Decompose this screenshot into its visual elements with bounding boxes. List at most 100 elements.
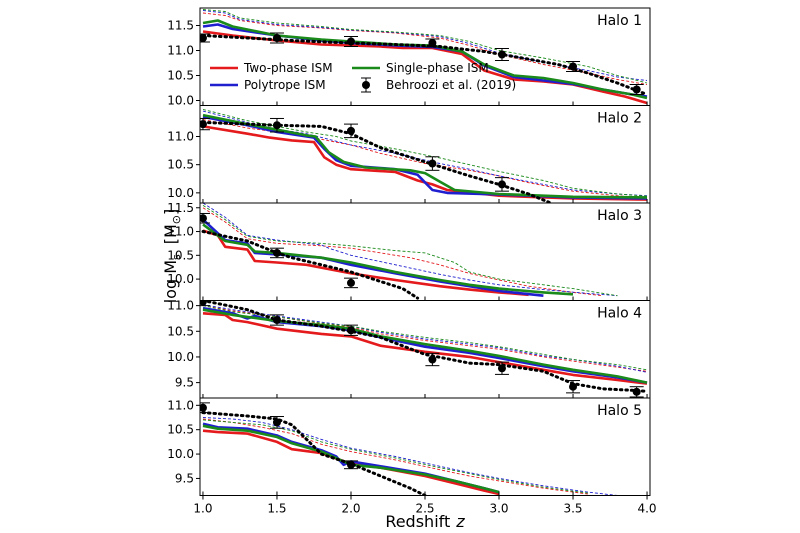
x-axis-ticks: 1.0 1.5 2.0 2.5 3.0 3.5 4.0 (193, 495, 657, 516)
single-phase-line (202, 113, 648, 199)
two-phase-line (202, 125, 648, 201)
legend-label: Two-phase ISM (243, 61, 333, 75)
legend-item: Single-phase ISM (352, 61, 489, 75)
x-tick-label: 3.5 (563, 502, 582, 516)
y-axis-label-subscript: s (170, 254, 183, 260)
panel-title: Halo 4 (597, 306, 642, 322)
panel-plot-area (200, 108, 648, 203)
single-phase-thin-line (202, 419, 588, 494)
x-tick-label: 1.0 (193, 502, 212, 516)
two-phase-line (202, 229, 529, 297)
y-tick-label: 10.5 (167, 423, 194, 437)
behroozi-point (569, 382, 578, 391)
behroozi-point (346, 126, 355, 135)
panel-title: Halo 5 (597, 403, 642, 419)
y-axis-label-text: log M (161, 260, 180, 303)
panel-5: 9.5 10.0 10.5 11.0 Halo 5 (167, 397, 651, 496)
y-tick-label: 10.0 (167, 447, 194, 461)
single-phase-line (202, 19, 648, 100)
y-tick-label: 10.5 (167, 324, 194, 338)
y-tick-label: 9.5 (175, 376, 194, 390)
single-phase-thin-line (202, 108, 648, 197)
single-phase-thin-line (202, 205, 618, 297)
panel-3: 10.0 10.5 11.0 11.5 Halo 3 (167, 201, 651, 301)
behroozi-point (200, 214, 207, 223)
x-tick-label: 2.5 (415, 502, 434, 516)
y-tick-label: 11.0 (167, 225, 194, 239)
behroozi-point (272, 418, 281, 427)
x-axis-label-variable: z (455, 512, 465, 531)
panel-frame (199, 397, 651, 496)
y-tick-label: 10.0 (167, 272, 194, 286)
panel-1: 10.0 10.5 11.0 11.5 Halo 1 (167, 7, 651, 108)
behroozi-point (272, 34, 281, 42)
y-axis-label-unit-subscript: ⊙ (170, 215, 183, 224)
y-tick-label: 11.0 (167, 299, 194, 313)
polytrope-thin-line (202, 10, 648, 81)
panel-plot-area (200, 300, 649, 398)
behroozi-point (569, 62, 578, 71)
behroozi-point (200, 34, 207, 42)
behroozi-point (200, 120, 207, 129)
behroozi-point (272, 316, 281, 324)
legend-label: Single-phase ISM (386, 61, 489, 75)
x-tick-label: 2.0 (341, 502, 360, 516)
y-tick-label: 10.5 (167, 158, 194, 172)
y-tick-label: 10.5 (167, 69, 194, 83)
panel-plot-area (200, 402, 618, 496)
panel-plot-area (200, 203, 618, 300)
y-axis-label-unit: [M (161, 224, 180, 244)
behroozi-point (632, 387, 641, 396)
behroozi-point (428, 159, 437, 168)
y-tick-label: 11.0 (167, 44, 194, 58)
y-tick-label: 11.5 (167, 201, 194, 215)
legend-item: Polytrope ISM (210, 78, 326, 92)
x-axis-label: Redshift z (385, 512, 465, 531)
y-tick-label: 11.0 (167, 398, 194, 412)
panel-2: 10.0 10.5 11.0 Halo 2 (167, 105, 651, 204)
y-tick-label: 10.5 (167, 248, 194, 262)
behroozi-point (497, 50, 506, 59)
behroozi-point (632, 85, 641, 94)
behroozi-point (272, 121, 281, 130)
y-tick-label: 11.0 (167, 129, 194, 143)
y-axis-label: log Ms [M⊙] (161, 209, 183, 304)
two-phase-thin-line (202, 207, 603, 297)
two-phase-line (202, 312, 648, 385)
behroozi-point (346, 460, 355, 469)
behroozi-line-line (201, 411, 427, 496)
behroozi-line-line (201, 34, 649, 96)
y-tick-label: 10.0 (167, 94, 194, 108)
x-tick-label: 3.0 (489, 502, 508, 516)
x-tick-label: 1.5 (267, 502, 286, 516)
panel-4: 9.5 10.0 10.5 11.0 Halo 4 (167, 299, 651, 399)
panel-plot-area (200, 9, 649, 105)
y-axis-label-unit-close: ] (161, 209, 180, 215)
y-tick-label: 11.5 (167, 19, 194, 33)
single-phase-line (202, 308, 648, 384)
legend-label: Polytrope ISM (244, 78, 326, 92)
legend-marker (362, 81, 370, 89)
panel-title: Halo 2 (597, 111, 642, 127)
behroozi-point (346, 278, 355, 287)
single-phase-thin-line (202, 9, 648, 84)
behroozi-line-line (201, 120, 553, 203)
y-tick-label: 10.0 (167, 186, 194, 200)
legend: Two-phase ISM Single-phase ISM Polytrope I… (210, 61, 516, 93)
panel-title: Halo 1 (597, 13, 642, 29)
panels-group: 10.0 10.5 11.0 11.5 Halo 1 10.0 10.5 11.0 Halo 2… (167, 7, 651, 496)
two-phase-thin-line (202, 418, 588, 495)
legend-item: Behroozi et al. (2019) (361, 77, 516, 93)
behroozi-line-line (201, 230, 420, 300)
behroozi-point (272, 248, 281, 257)
legend-item: Two-phase ISM (210, 61, 333, 75)
y-tick-label: 9.5 (175, 471, 194, 485)
polytrope-line (202, 115, 648, 200)
behroozi-point (497, 180, 506, 189)
panel-title: Halo 3 (597, 208, 642, 224)
behroozi-point (346, 37, 355, 46)
panel-frame (199, 105, 651, 204)
polytrope-thin-line (202, 417, 618, 496)
legend-label: Behroozi et al. (2019) (386, 78, 516, 92)
